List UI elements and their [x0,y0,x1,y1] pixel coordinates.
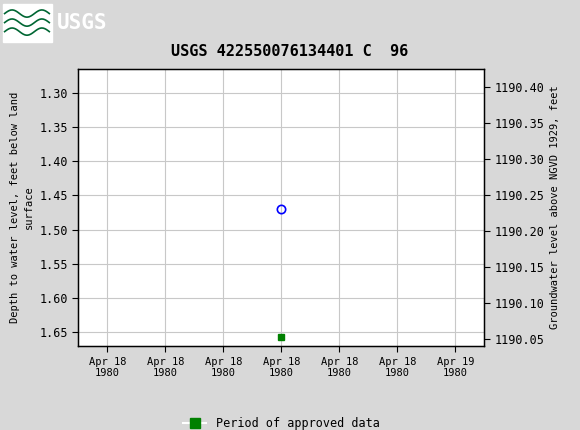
Y-axis label: Groundwater level above NGVD 1929, feet: Groundwater level above NGVD 1929, feet [550,86,560,329]
Text: USGS 422550076134401 C  96: USGS 422550076134401 C 96 [171,44,409,59]
Text: USGS: USGS [57,12,107,33]
FancyBboxPatch shape [3,3,52,42]
Legend: Period of approved data: Period of approved data [178,412,385,430]
Y-axis label: Depth to water level, feet below land
surface: Depth to water level, feet below land su… [10,92,34,323]
